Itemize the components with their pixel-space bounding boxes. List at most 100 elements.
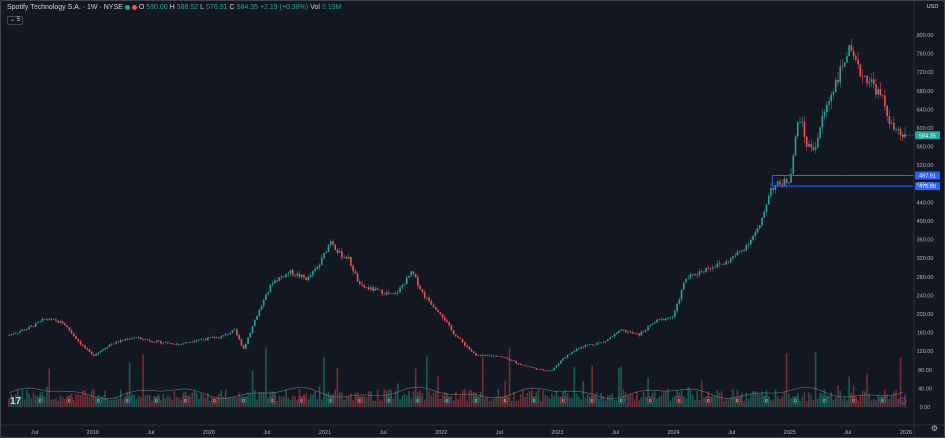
earnings-icon <box>95 396 102 404</box>
volume-bar <box>178 397 180 407</box>
volume-bar <box>790 397 792 407</box>
volume-bar <box>667 389 669 407</box>
volume-bar <box>113 399 115 407</box>
volume-bar <box>859 395 862 407</box>
candle-body <box>510 360 513 362</box>
symbol-legend[interactable]: Spotify Technology S.A. · 1W · NYSE O 580… <box>7 4 341 11</box>
price-tick-label: 760.00 <box>917 52 934 58</box>
candle-body <box>897 128 900 130</box>
change-value: +2.19 (+0.38%) <box>259 4 309 11</box>
volume-bar <box>540 400 542 407</box>
candle-body <box>738 251 741 253</box>
candle-body <box>93 354 95 356</box>
currency-label[interactable]: USD <box>926 4 939 10</box>
candle-body <box>186 342 189 343</box>
gear-icon[interactable]: ⚙ <box>930 424 938 433</box>
candle-body <box>262 299 265 307</box>
indicators-toggle-button[interactable]: ⌄ 5 <box>7 16 24 25</box>
candle-body <box>875 84 877 95</box>
volume-bar <box>468 390 471 407</box>
price-zone[interactable]: 497.91 475.00 <box>771 171 940 191</box>
candle-body <box>756 228 759 233</box>
candle-body <box>678 299 681 304</box>
volume-bar <box>808 392 810 407</box>
candle-body <box>796 122 799 137</box>
volume-bar <box>636 391 638 407</box>
candle-body <box>674 311 676 317</box>
candle-body <box>72 333 75 336</box>
volume-bar <box>249 393 252 407</box>
candle-body <box>115 341 118 344</box>
candle-body <box>434 306 437 310</box>
candle-body <box>104 348 106 350</box>
price-scale[interactable]: 800.00 760.00 720.00 680.00 640.00 600.00 560.… <box>900 1 940 438</box>
volume-bar <box>595 392 598 407</box>
time-tick-label: 2026 <box>900 430 912 436</box>
candle-body <box>350 256 352 266</box>
volume-bar <box>17 389 19 407</box>
candle-body <box>624 329 627 333</box>
volume-bar <box>586 394 589 407</box>
volume-bar <box>30 398 33 407</box>
time-tick-label: Jul <box>147 430 154 436</box>
candle-body <box>59 321 62 323</box>
earnings-icon <box>647 396 654 404</box>
candle-body <box>426 297 428 299</box>
volume-bar <box>8 398 10 407</box>
volume-bar <box>528 390 531 407</box>
candle-body <box>843 62 846 67</box>
candle-body <box>126 339 129 341</box>
candle-body <box>298 273 301 277</box>
candle-body <box>461 339 464 343</box>
candle-body <box>569 354 571 355</box>
market-status-icon <box>124 5 130 10</box>
candle-body <box>551 370 553 371</box>
candle-body <box>327 244 330 252</box>
earnings-icon-glyph: E <box>620 398 623 403</box>
candle-body <box>300 274 303 277</box>
candle-body <box>160 340 162 344</box>
volume-bar <box>307 399 310 407</box>
candle-body <box>743 250 745 251</box>
zone-price-label: 475.00 <box>919 184 936 190</box>
candle-body <box>866 75 868 84</box>
candle-body <box>877 89 880 95</box>
candle-body <box>803 121 806 137</box>
volume-bar <box>233 396 236 407</box>
volume-bar <box>875 399 877 407</box>
candle-body <box>582 346 585 348</box>
volume-bar <box>117 398 120 407</box>
candle-body <box>28 326 30 330</box>
volume-bar <box>21 389 24 407</box>
candle-body <box>131 338 133 339</box>
zone-price-tag <box>915 171 940 180</box>
candle-body <box>734 255 736 257</box>
volume-bar <box>432 392 435 407</box>
candle-body <box>385 292 388 295</box>
earnings-icon <box>472 396 480 404</box>
price-tick-label: 640.00 <box>917 107 934 113</box>
candle-body <box>388 292 390 294</box>
candle-body <box>55 319 57 321</box>
earnings-icon <box>414 396 422 404</box>
volume-bar <box>102 396 104 407</box>
candle-body <box>593 344 596 346</box>
candle-body <box>472 351 475 353</box>
candle-body <box>189 341 191 343</box>
time-scale[interactable]: Jul 2019 Jul 2020 Jul 2021 Jul 2022 Jul 2023 Jul 20… <box>1 424 945 436</box>
volume-bar <box>441 394 444 407</box>
volume-bar <box>897 398 900 407</box>
volume-bar <box>155 400 158 407</box>
candle-body <box>667 317 669 319</box>
candle-body <box>665 318 667 321</box>
volume-bar <box>629 394 631 407</box>
price-tick-label: 400.00 <box>917 219 934 225</box>
candle-body <box>799 122 801 123</box>
event-markers[interactable]: E E E E E E E E E E E E E E E E E E E E E E E E E E E E E E 17 <box>10 396 907 407</box>
candle-body <box>155 340 158 343</box>
symbol-title[interactable]: Spotify Technology S.A. · 1W · NYSE <box>7 4 123 11</box>
volume-bar <box>569 397 571 407</box>
volume-bar <box>548 398 551 407</box>
candle-body <box>321 257 323 265</box>
